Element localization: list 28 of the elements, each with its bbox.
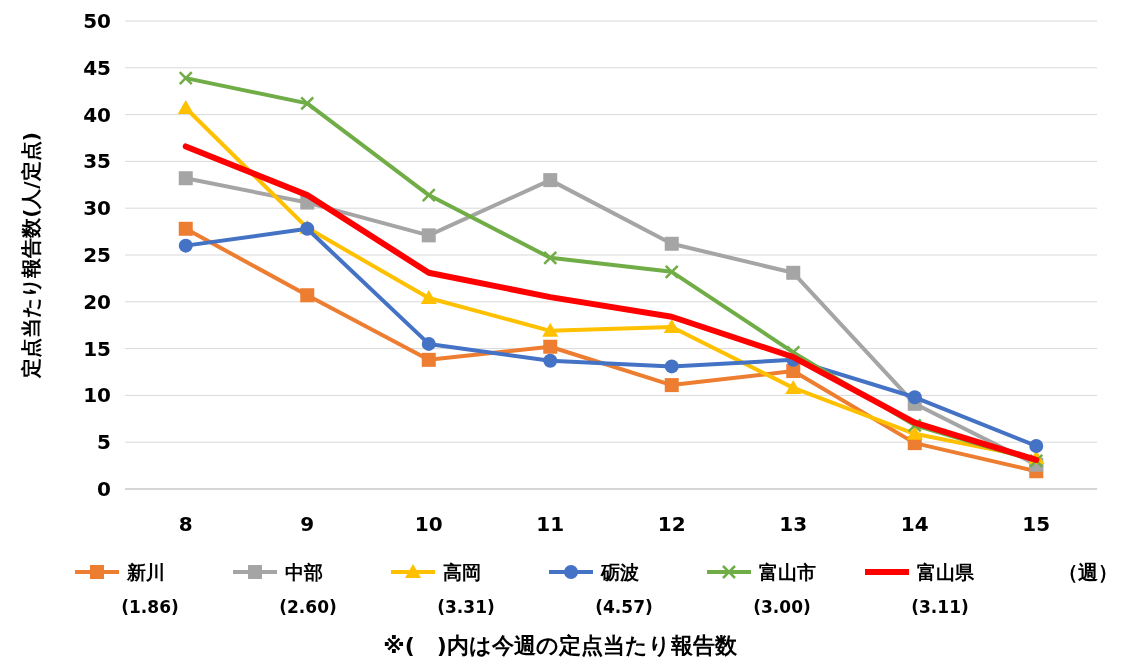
y-tick-label: 5 — [97, 430, 111, 455]
x-axis-title: （週） — [1058, 560, 1118, 584]
y-tick-label: 25 — [83, 243, 111, 267]
x-tick-label: 10 — [414, 512, 443, 536]
legend-label: 高岡 (3.31) — [437, 561, 495, 617]
y-tick-label: 20 — [83, 289, 111, 314]
legend-label: 砺波 (4.57) — [595, 561, 653, 617]
y-axis-title: 定点当たり報告数(人/定点) — [19, 132, 43, 379]
text: ※( )内は今週の定点当たり報告数 — [383, 633, 738, 658]
y-tick-label: 35 — [83, 149, 111, 174]
y-tick-label: 10 — [83, 383, 111, 408]
x-tick-label: 12 — [657, 512, 686, 536]
x-tick-label: 13 — [779, 512, 808, 536]
y-tick-label: 40 — [83, 102, 111, 127]
x-tick-label: 14 — [900, 512, 929, 536]
y-tick-label: 45 — [83, 55, 111, 80]
y-tick-label: 15 — [83, 336, 111, 361]
legend-label: 新川 (1.86) — [121, 561, 179, 617]
x-tick-label: 8 — [178, 512, 193, 536]
x-tick-label: 15 — [1022, 512, 1051, 536]
x-tick-label: 9 — [300, 512, 315, 536]
x-tick-label: 11 — [536, 512, 565, 536]
y-tick-label: 50 — [83, 9, 111, 33]
y-tick-label: 30 — [83, 196, 111, 221]
legend-label: 中部 (2.60) — [279, 561, 337, 617]
y-tick-label: 0 — [97, 477, 111, 501]
legend-label: 富山市 (3.00) — [753, 561, 816, 617]
legend-label: 富山県 (3.11) — [911, 561, 975, 617]
